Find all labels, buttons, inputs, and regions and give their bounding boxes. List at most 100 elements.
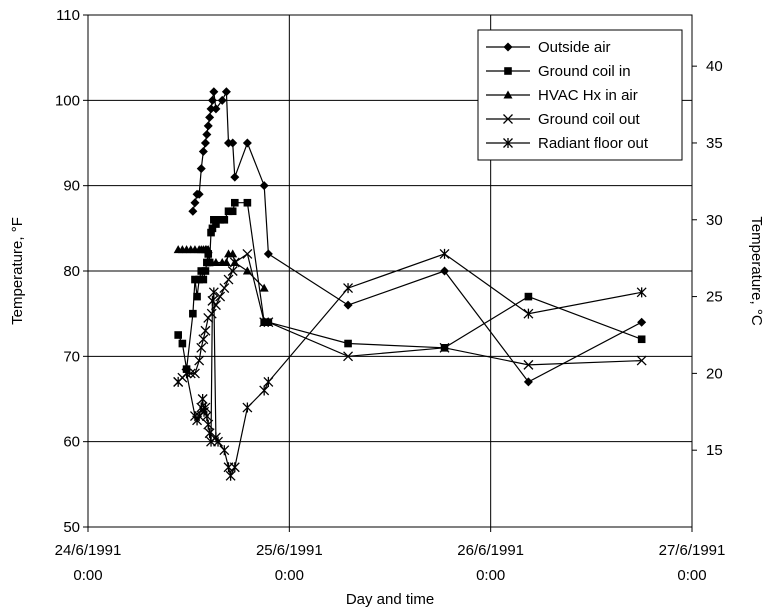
data-point-hvac-hx-in-air bbox=[203, 245, 213, 254]
data-point-ground-coil-out bbox=[198, 334, 209, 345]
data-point-outside-air bbox=[206, 104, 216, 114]
y2-tick-label: 25 bbox=[706, 289, 723, 306]
data-point-ground-coil-out bbox=[196, 342, 207, 353]
data-point-outside-air bbox=[343, 300, 353, 310]
data-point-outside-air bbox=[198, 147, 208, 157]
x-tick-label-date: 27/6/1991 bbox=[659, 542, 726, 559]
y-tick-label: 90 bbox=[63, 178, 80, 195]
data-point-radiant-floor-out bbox=[208, 287, 219, 298]
data-point-outside-air bbox=[209, 87, 219, 97]
x-tick-label-time: 0:00 bbox=[275, 567, 304, 584]
data-point-ground-coil-in bbox=[199, 275, 208, 284]
data-point-ground-coil-out bbox=[439, 342, 450, 353]
data-point-ground-coil-in bbox=[195, 275, 203, 284]
data-point-ground-coil-out bbox=[194, 355, 205, 366]
legend-label: Ground coil out bbox=[538, 111, 641, 128]
data-point-ground-coil-in bbox=[212, 220, 220, 228]
data-point-hvac-hx-in-air bbox=[259, 283, 269, 292]
y-tick-label: 80 bbox=[63, 263, 80, 280]
axes: 50 60 70 80 90 100 110 15 20 25 30 35 40 24/6/1991 0:0… bbox=[55, 7, 726, 584]
data-point-ground-coil-in bbox=[191, 275, 199, 284]
data-point-radiant-floor-out bbox=[259, 385, 270, 396]
data-point-radiant-floor-out bbox=[229, 462, 240, 473]
data-point-ground-coil-out bbox=[223, 274, 234, 285]
data-point-radiant-floor-out bbox=[263, 376, 274, 387]
legend-marker bbox=[503, 114, 513, 124]
data-point-ground-coil-in bbox=[210, 216, 218, 224]
data-point-ground-coil-in bbox=[193, 292, 201, 301]
data-point-ground-coil-out bbox=[229, 257, 240, 268]
y-axis-label-left: Temperature, °F bbox=[9, 217, 26, 325]
data-point-ground-coil-in bbox=[524, 292, 533, 301]
data-point-ground-coil-out bbox=[219, 283, 230, 294]
y2-tick-label: 40 bbox=[706, 58, 723, 75]
data-point-radiant-floor-out bbox=[201, 411, 212, 422]
data-point-outside-air bbox=[440, 266, 450, 276]
data-point-outside-air bbox=[263, 249, 273, 259]
legend-marker bbox=[504, 67, 512, 75]
data-point-outside-air bbox=[202, 129, 212, 139]
data-point-outside-air bbox=[637, 317, 647, 327]
data-point-ground-coil-in bbox=[201, 267, 210, 275]
data-point-radiant-floor-out bbox=[343, 283, 354, 294]
legend-label: Ground coil in bbox=[538, 63, 631, 80]
data-point-ground-coil-in bbox=[174, 331, 182, 339]
data-point-ground-coil-in bbox=[231, 198, 239, 207]
data-point-ground-coil-in bbox=[189, 309, 197, 318]
data-point-outside-air bbox=[207, 95, 217, 105]
data-point-hvac-hx-in-air bbox=[228, 249, 238, 258]
data-point-radiant-floor-out bbox=[242, 402, 253, 413]
legend: Outside air Ground coil in HVAC Hx in air G… bbox=[477, 29, 683, 161]
data-point-radiant-floor-out bbox=[439, 248, 450, 259]
data-point-ground-coil-in bbox=[243, 198, 252, 207]
data-point-ground-coil-in bbox=[216, 216, 224, 224]
data-point-outside-air bbox=[221, 87, 231, 97]
data-point-ground-coil-in bbox=[220, 216, 229, 224]
data-point-outside-air bbox=[217, 95, 227, 105]
legend-marker bbox=[503, 138, 513, 148]
data-point-ground-coil-out bbox=[263, 317, 274, 328]
x-tick-label-time: 0:00 bbox=[476, 567, 505, 584]
data-point-ground-coil-in bbox=[207, 228, 215, 237]
data-point-outside-air bbox=[242, 138, 252, 148]
data-point-ground-coil-out bbox=[259, 317, 270, 328]
y2-tick-label: 15 bbox=[706, 442, 723, 459]
x-tick-label-time: 0:00 bbox=[73, 567, 102, 584]
x-tick-label-time: 0:00 bbox=[677, 567, 706, 584]
data-point-radiant-floor-out bbox=[200, 402, 211, 413]
data-point-hvac-hx-in-air bbox=[242, 266, 252, 275]
data-point-ground-coil-out bbox=[523, 359, 534, 370]
data-point-ground-coil-in bbox=[178, 339, 187, 348]
y-tick-label: 110 bbox=[56, 7, 80, 24]
legend-entry: Outside air bbox=[486, 39, 611, 56]
data-point-ground-coil-out bbox=[242, 248, 253, 259]
legend-marker bbox=[503, 90, 513, 99]
data-point-outside-air bbox=[200, 138, 210, 148]
series-outside-air bbox=[188, 87, 647, 387]
data-point-radiant-floor-out bbox=[173, 376, 184, 387]
data-point-radiant-floor-out bbox=[181, 368, 192, 379]
data-point-radiant-floor-out bbox=[225, 470, 236, 481]
data-point-ground-coil-in bbox=[228, 207, 237, 216]
data-point-radiant-floor-out bbox=[636, 287, 647, 298]
data-point-outside-air bbox=[188, 206, 198, 216]
x-tick-label-date: 25/6/1991 bbox=[256, 542, 323, 559]
data-point-ground-coil-out bbox=[200, 325, 211, 336]
data-point-radiant-floor-out bbox=[523, 308, 534, 319]
data-point-outside-air bbox=[190, 198, 200, 208]
data-point-outside-air bbox=[194, 189, 204, 199]
x-tick-label-date: 26/6/1991 bbox=[457, 542, 524, 559]
legend-label: Outside air bbox=[538, 39, 611, 56]
data-point-radiant-floor-out bbox=[213, 436, 223, 447]
data-point-ground-coil-out bbox=[343, 351, 354, 362]
data-point-outside-air bbox=[203, 121, 213, 131]
data-point-outside-air bbox=[523, 377, 533, 387]
data-point-radiant-floor-out bbox=[219, 445, 230, 456]
legend-entry: Radiant floor out bbox=[486, 135, 649, 152]
data-point-outside-air bbox=[259, 181, 269, 191]
data-point-hvac-hx-in-air bbox=[211, 257, 221, 266]
data-point-hvac-hx-in-air bbox=[221, 257, 231, 266]
data-point-outside-air bbox=[196, 164, 206, 174]
data-point-ground-coil-out bbox=[227, 266, 238, 276]
